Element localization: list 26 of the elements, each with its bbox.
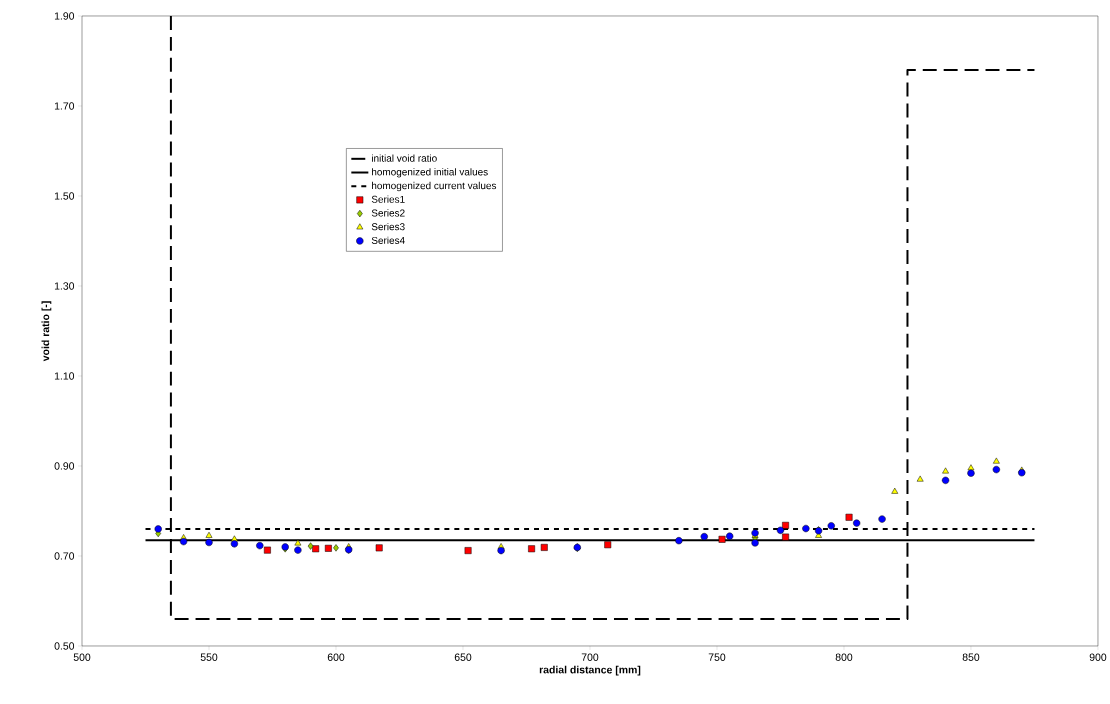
x-tick-label: 600 [327,653,345,661]
legend-label: Series1 [371,195,405,203]
y-tick-label: 1.90 [54,12,75,20]
x-tick-label: 750 [708,653,726,661]
x-axis-title: radial distance [mm] [539,665,641,676]
y-tick-label: 0.50 [54,642,75,650]
y-tick-label: 0.90 [54,462,75,470]
legend-label: Series2 [371,209,405,217]
x-tick-label: 500 [73,653,91,661]
y-axis-title: void ratio [-] [41,301,52,362]
x-tick-label: 650 [454,653,472,661]
legend-label: Series3 [371,222,405,231]
x-tick-label: 850 [962,653,980,661]
legend-label: initial void ratio [372,154,437,162]
legend-label: Series4 [371,236,405,244]
x-tick-label: 800 [835,653,853,661]
legend-label: homogenized initial values [372,168,488,178]
x-tick-label: 900 [1089,653,1107,661]
x-tick-label: 550 [200,653,218,661]
y-tick-label: 1.30 [54,282,75,290]
y-tick-label: 0.70 [54,552,75,560]
x-tick-label: 700 [581,653,599,661]
y-tick-label: 1.70 [54,102,75,110]
y-tick-label: 1.50 [54,192,75,200]
legend-label: homogenized current values [372,181,497,192]
y-tick-label: 1.10 [54,372,75,380]
